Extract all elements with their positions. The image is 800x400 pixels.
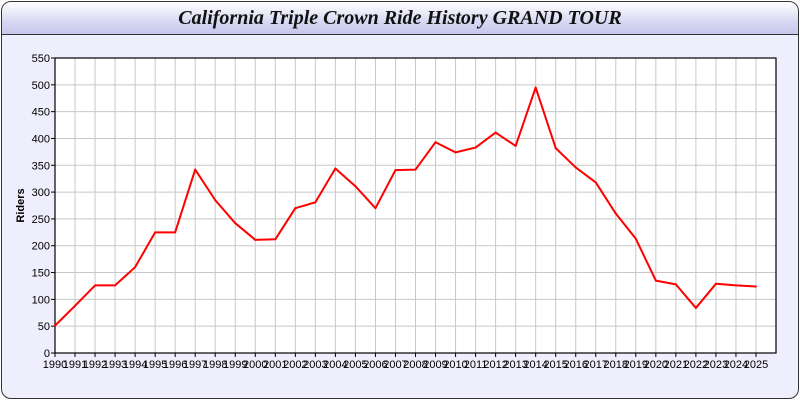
x-tick-label: 2014: [523, 359, 547, 371]
x-tick-label: 2004: [323, 359, 347, 371]
y-tick-label: 0: [44, 348, 50, 360]
data-point: [754, 285, 757, 288]
x-tick-label: 2012: [483, 359, 507, 371]
x-tick-label: 2003: [303, 359, 327, 371]
data-point: [554, 147, 557, 150]
data-point: [234, 222, 237, 225]
x-tick-label: 2021: [664, 359, 688, 371]
data-point: [54, 324, 56, 327]
data-point: [674, 283, 677, 286]
data-point: [594, 181, 597, 184]
y-tick-label: 300: [32, 187, 50, 199]
data-point: [374, 207, 377, 210]
chart-title: California Triple Crown Ride History GRA…: [178, 7, 622, 29]
x-tick-label: 2019: [624, 359, 648, 371]
data-point: [274, 238, 277, 241]
x-tick-label: 2022: [684, 359, 708, 371]
data-point: [94, 284, 97, 287]
y-tick-label: 100: [32, 294, 50, 306]
x-tick-label: 2002: [283, 359, 307, 371]
x-tick-label: 2017: [584, 359, 608, 371]
x-tick-label: 1994: [123, 359, 147, 371]
x-tick-label: 1998: [203, 359, 227, 371]
x-tick-label: 1997: [183, 359, 207, 371]
y-tick-label: 250: [32, 214, 50, 226]
data-point: [194, 168, 197, 171]
data-point: [74, 304, 77, 307]
y-tick-label: 550: [32, 53, 50, 65]
y-tick-label: 150: [32, 268, 50, 280]
data-point: [394, 169, 397, 172]
x-tick-label: 2015: [543, 359, 567, 371]
y-tick-label: 350: [32, 160, 50, 172]
x-tick-label: 2006: [363, 359, 387, 371]
data-point: [154, 231, 157, 234]
x-tick-label: 2020: [644, 359, 668, 371]
data-point: [254, 238, 257, 241]
series-line: [54, 86, 757, 327]
data-point: [654, 279, 657, 282]
x-tick-label: 2013: [503, 359, 527, 371]
y-axis-label: Riders: [15, 188, 27, 222]
x-tick-label: 2001: [263, 359, 287, 371]
x-tick-label: 2010: [443, 359, 467, 371]
y-tick-label: 50: [38, 321, 50, 333]
x-tick-label: 1999: [223, 359, 247, 371]
data-point: [134, 266, 137, 269]
data-point: [354, 185, 357, 188]
data-point: [314, 201, 317, 204]
x-tick-label: 2005: [343, 359, 367, 371]
data-point: [114, 284, 117, 287]
x-tick-label: 2007: [383, 359, 407, 371]
data-point: [734, 284, 737, 287]
data-point: [574, 166, 577, 169]
x-tick-label: 1993: [103, 359, 127, 371]
data-point: [694, 306, 697, 309]
data-point: [434, 141, 437, 144]
title-bar: California Triple Crown Ride History GRA…: [2, 2, 798, 35]
data-point: [474, 146, 477, 149]
y-tick-label: 200: [32, 241, 50, 253]
x-tick-label: 2024: [724, 359, 748, 371]
x-tick-label: 1992: [83, 359, 107, 371]
x-tick-label: 1990: [43, 359, 67, 371]
y-tick-label: 500: [32, 80, 50, 92]
data-point: [714, 282, 717, 285]
x-tick-label: 2008: [403, 359, 427, 371]
data-point: [414, 168, 417, 171]
data-point: [294, 207, 297, 210]
x-tick-label: 2018: [604, 359, 628, 371]
data-point: [634, 237, 637, 240]
data-point: [534, 86, 537, 89]
data-point: [174, 231, 177, 234]
x-tick-label: 2011: [464, 359, 488, 371]
data-point: [454, 151, 457, 154]
x-tick-label: 1991: [63, 359, 87, 371]
plot-border: [54, 57, 777, 354]
y-tick-label: 400: [32, 133, 50, 145]
data-point: [334, 167, 337, 170]
y-tick-label: 450: [32, 107, 50, 119]
x-tick-label: 2023: [704, 359, 728, 371]
x-tick-label: 1996: [163, 359, 187, 371]
x-tick-label: 2025: [744, 359, 768, 371]
data-point: [614, 212, 617, 215]
x-tick-label: 2016: [563, 359, 587, 371]
data-point: [514, 144, 517, 147]
x-tick-label: 2009: [423, 359, 447, 371]
x-tick-label: 2000: [243, 359, 267, 371]
data-point: [214, 199, 217, 202]
data-point: [494, 131, 497, 134]
x-tick-label: 1995: [143, 359, 167, 371]
